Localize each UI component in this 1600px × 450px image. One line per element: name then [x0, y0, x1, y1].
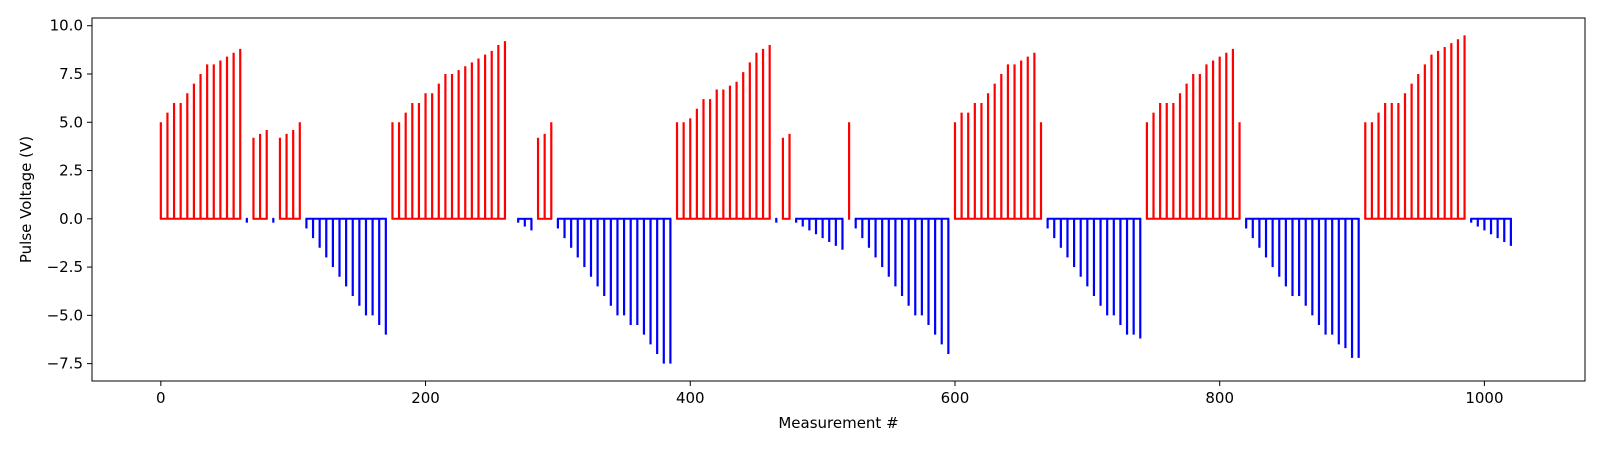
x-tick-label: 1000 — [1465, 389, 1503, 407]
x-tick-label: 400 — [676, 389, 705, 407]
plot-frame — [91, 17, 1586, 382]
x-tick-label: 800 — [1205, 389, 1234, 407]
x-tick-label: 0 — [156, 389, 166, 407]
y-tick-label: −5.0 — [47, 306, 83, 324]
y-tick-label: 7.5 — [59, 65, 83, 83]
y-tick-label: −7.5 — [47, 355, 83, 373]
y-tick-label: −2.5 — [47, 258, 83, 276]
x-axis-label: Measurement # — [778, 414, 898, 432]
y-axis-ticks: −7.5 −5.0 −2.5 0.0 2.5 5.0 7.5 10.0 — [47, 17, 92, 373]
bar-series — [159, 35, 1512, 364]
y-tick-label: 5.0 — [59, 113, 83, 131]
y-tick-label: 10.0 — [50, 17, 83, 35]
y-axis-label: Pulse Voltage (V) — [17, 136, 35, 263]
x-axis-ticks: 0 200 400 600 800 1000 — [156, 381, 1504, 407]
x-tick-label: 200 — [411, 389, 440, 407]
y-tick-label: 2.5 — [59, 162, 83, 180]
y-tick-label: 0.0 — [59, 210, 83, 228]
x-tick-label: 600 — [941, 389, 970, 407]
